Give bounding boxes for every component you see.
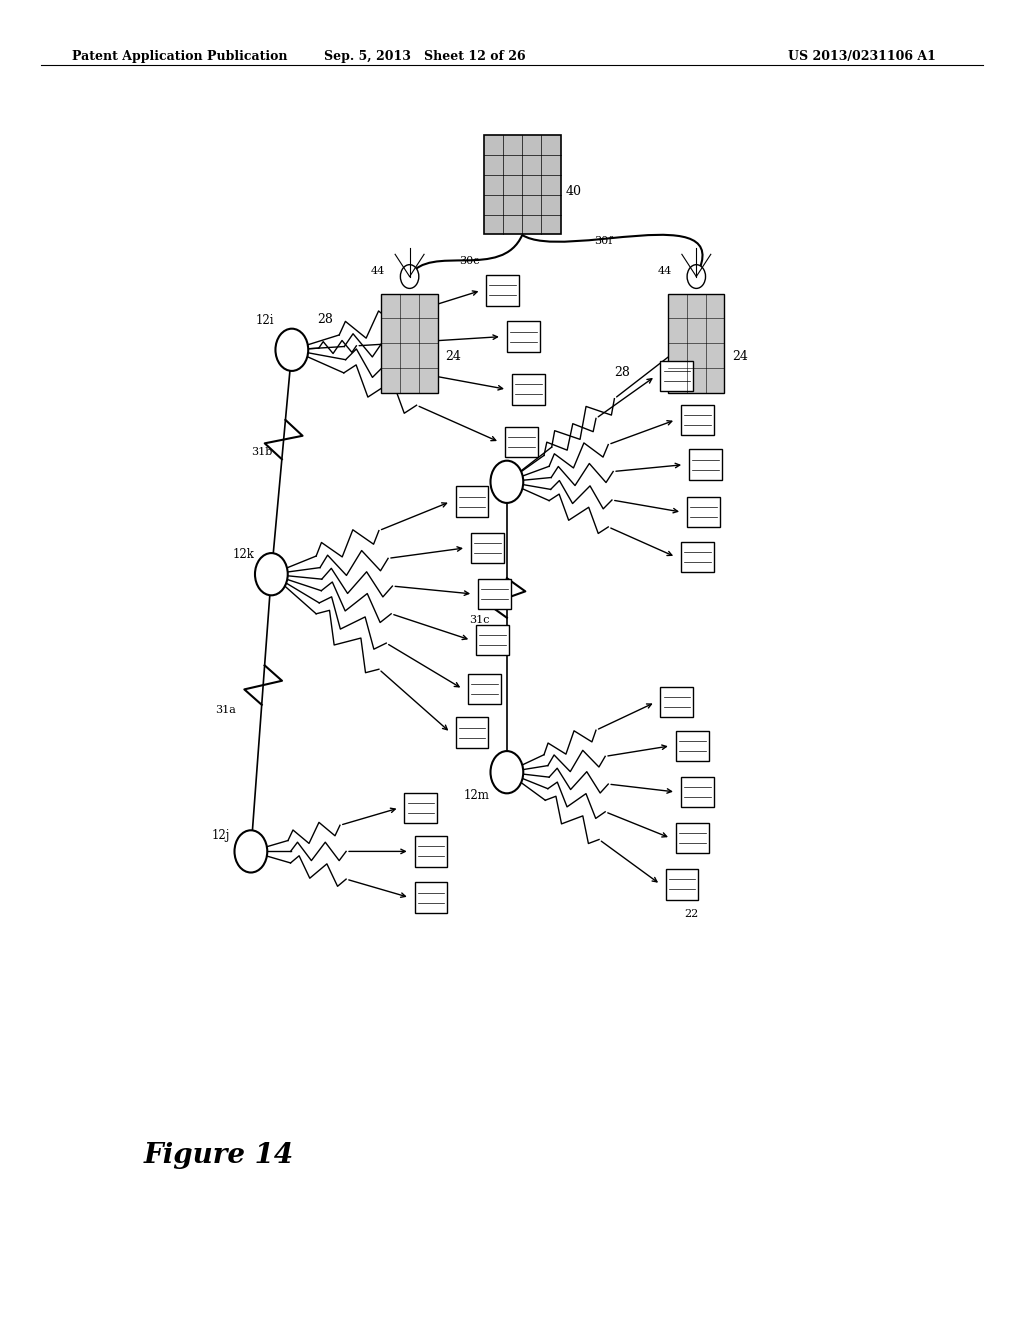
Bar [676, 824, 709, 854]
Circle shape [234, 830, 267, 873]
Text: 44: 44 [657, 265, 672, 276]
Bar [484, 135, 561, 235]
Bar [478, 578, 511, 609]
Text: 24: 24 [732, 350, 749, 363]
Text: 28: 28 [614, 366, 631, 379]
Bar [415, 883, 447, 913]
Text: 31b: 31b [251, 447, 272, 458]
Bar [471, 532, 504, 562]
Bar [476, 624, 509, 655]
Text: 12m: 12m [464, 789, 489, 803]
Circle shape [400, 264, 419, 289]
Bar [415, 837, 447, 867]
Text: 22: 22 [428, 906, 442, 916]
Circle shape [490, 461, 523, 503]
Text: Patent Application Publication: Patent Application Publication [72, 50, 287, 63]
Text: 28: 28 [317, 313, 334, 326]
Text: 12k: 12k [232, 548, 254, 561]
Circle shape [687, 264, 706, 289]
Bar [681, 776, 714, 807]
Text: 30f: 30f [594, 236, 612, 247]
Text: 40: 40 [565, 185, 582, 198]
Bar [676, 731, 709, 760]
Bar [681, 404, 714, 434]
Bar [512, 375, 545, 404]
Bar [505, 426, 538, 457]
Bar [486, 275, 519, 305]
Text: 12n: 12n [515, 446, 538, 459]
Text: US 2013/0231106 A1: US 2013/0231106 A1 [788, 50, 936, 63]
Text: Figure 14: Figure 14 [143, 1142, 294, 1168]
Bar [468, 673, 501, 705]
Text: 12i: 12i [256, 314, 274, 327]
Bar [456, 486, 488, 516]
Text: 31c: 31c [469, 615, 489, 626]
Circle shape [490, 751, 523, 793]
Text: Sep. 5, 2013   Sheet 12 of 26: Sep. 5, 2013 Sheet 12 of 26 [325, 50, 525, 63]
Bar [660, 360, 693, 391]
Bar [507, 321, 540, 351]
Bar [687, 496, 720, 527]
Circle shape [275, 329, 308, 371]
Bar [689, 449, 722, 479]
Text: 44: 44 [371, 265, 385, 276]
Text: 12j: 12j [212, 829, 230, 842]
Bar [660, 686, 693, 718]
Bar [666, 869, 698, 900]
Text: 31a: 31a [215, 705, 236, 715]
Text: 24: 24 [445, 350, 462, 363]
Bar [404, 792, 437, 824]
Text: 22: 22 [684, 909, 698, 920]
Bar [681, 541, 714, 573]
Circle shape [255, 553, 288, 595]
Bar [669, 294, 725, 393]
Bar [381, 294, 438, 393]
Bar [456, 718, 488, 747]
Text: 30e: 30e [459, 256, 479, 267]
